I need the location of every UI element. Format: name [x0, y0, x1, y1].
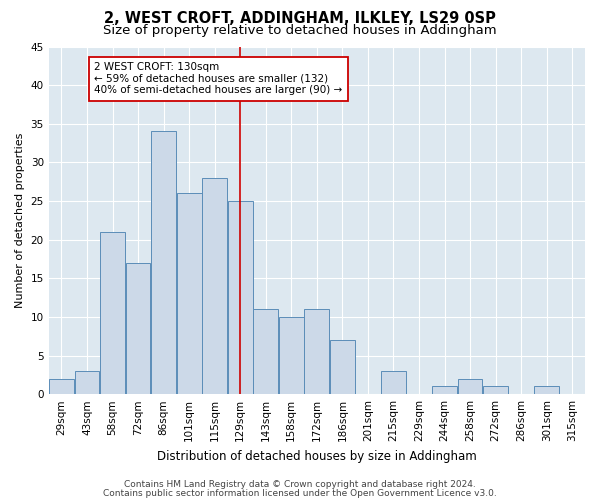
Bar: [100, 232, 125, 394]
X-axis label: Distribution of detached houses by size in Addingham: Distribution of detached houses by size …: [157, 450, 477, 462]
Text: 2, WEST CROFT, ADDINGHAM, ILKLEY, LS29 0SP: 2, WEST CROFT, ADDINGHAM, ILKLEY, LS29 0…: [104, 11, 496, 26]
Bar: [330, 340, 355, 394]
Bar: [304, 309, 329, 394]
Bar: [202, 178, 227, 394]
Text: Size of property relative to detached houses in Addingham: Size of property relative to detached ho…: [103, 24, 497, 37]
Bar: [458, 378, 482, 394]
Text: Contains public sector information licensed under the Open Government Licence v3: Contains public sector information licen…: [103, 489, 497, 498]
Y-axis label: Number of detached properties: Number of detached properties: [15, 132, 25, 308]
Bar: [49, 378, 74, 394]
Bar: [151, 132, 176, 394]
Bar: [535, 386, 559, 394]
Bar: [483, 386, 508, 394]
Bar: [432, 386, 457, 394]
Bar: [228, 201, 253, 394]
Text: Contains HM Land Registry data © Crown copyright and database right 2024.: Contains HM Land Registry data © Crown c…: [124, 480, 476, 489]
Bar: [279, 317, 304, 394]
Bar: [74, 371, 100, 394]
Text: 2 WEST CROFT: 130sqm
← 59% of detached houses are smaller (132)
40% of semi-deta: 2 WEST CROFT: 130sqm ← 59% of detached h…: [94, 62, 343, 96]
Bar: [125, 263, 151, 394]
Bar: [253, 309, 278, 394]
Bar: [381, 371, 406, 394]
Bar: [177, 194, 202, 394]
